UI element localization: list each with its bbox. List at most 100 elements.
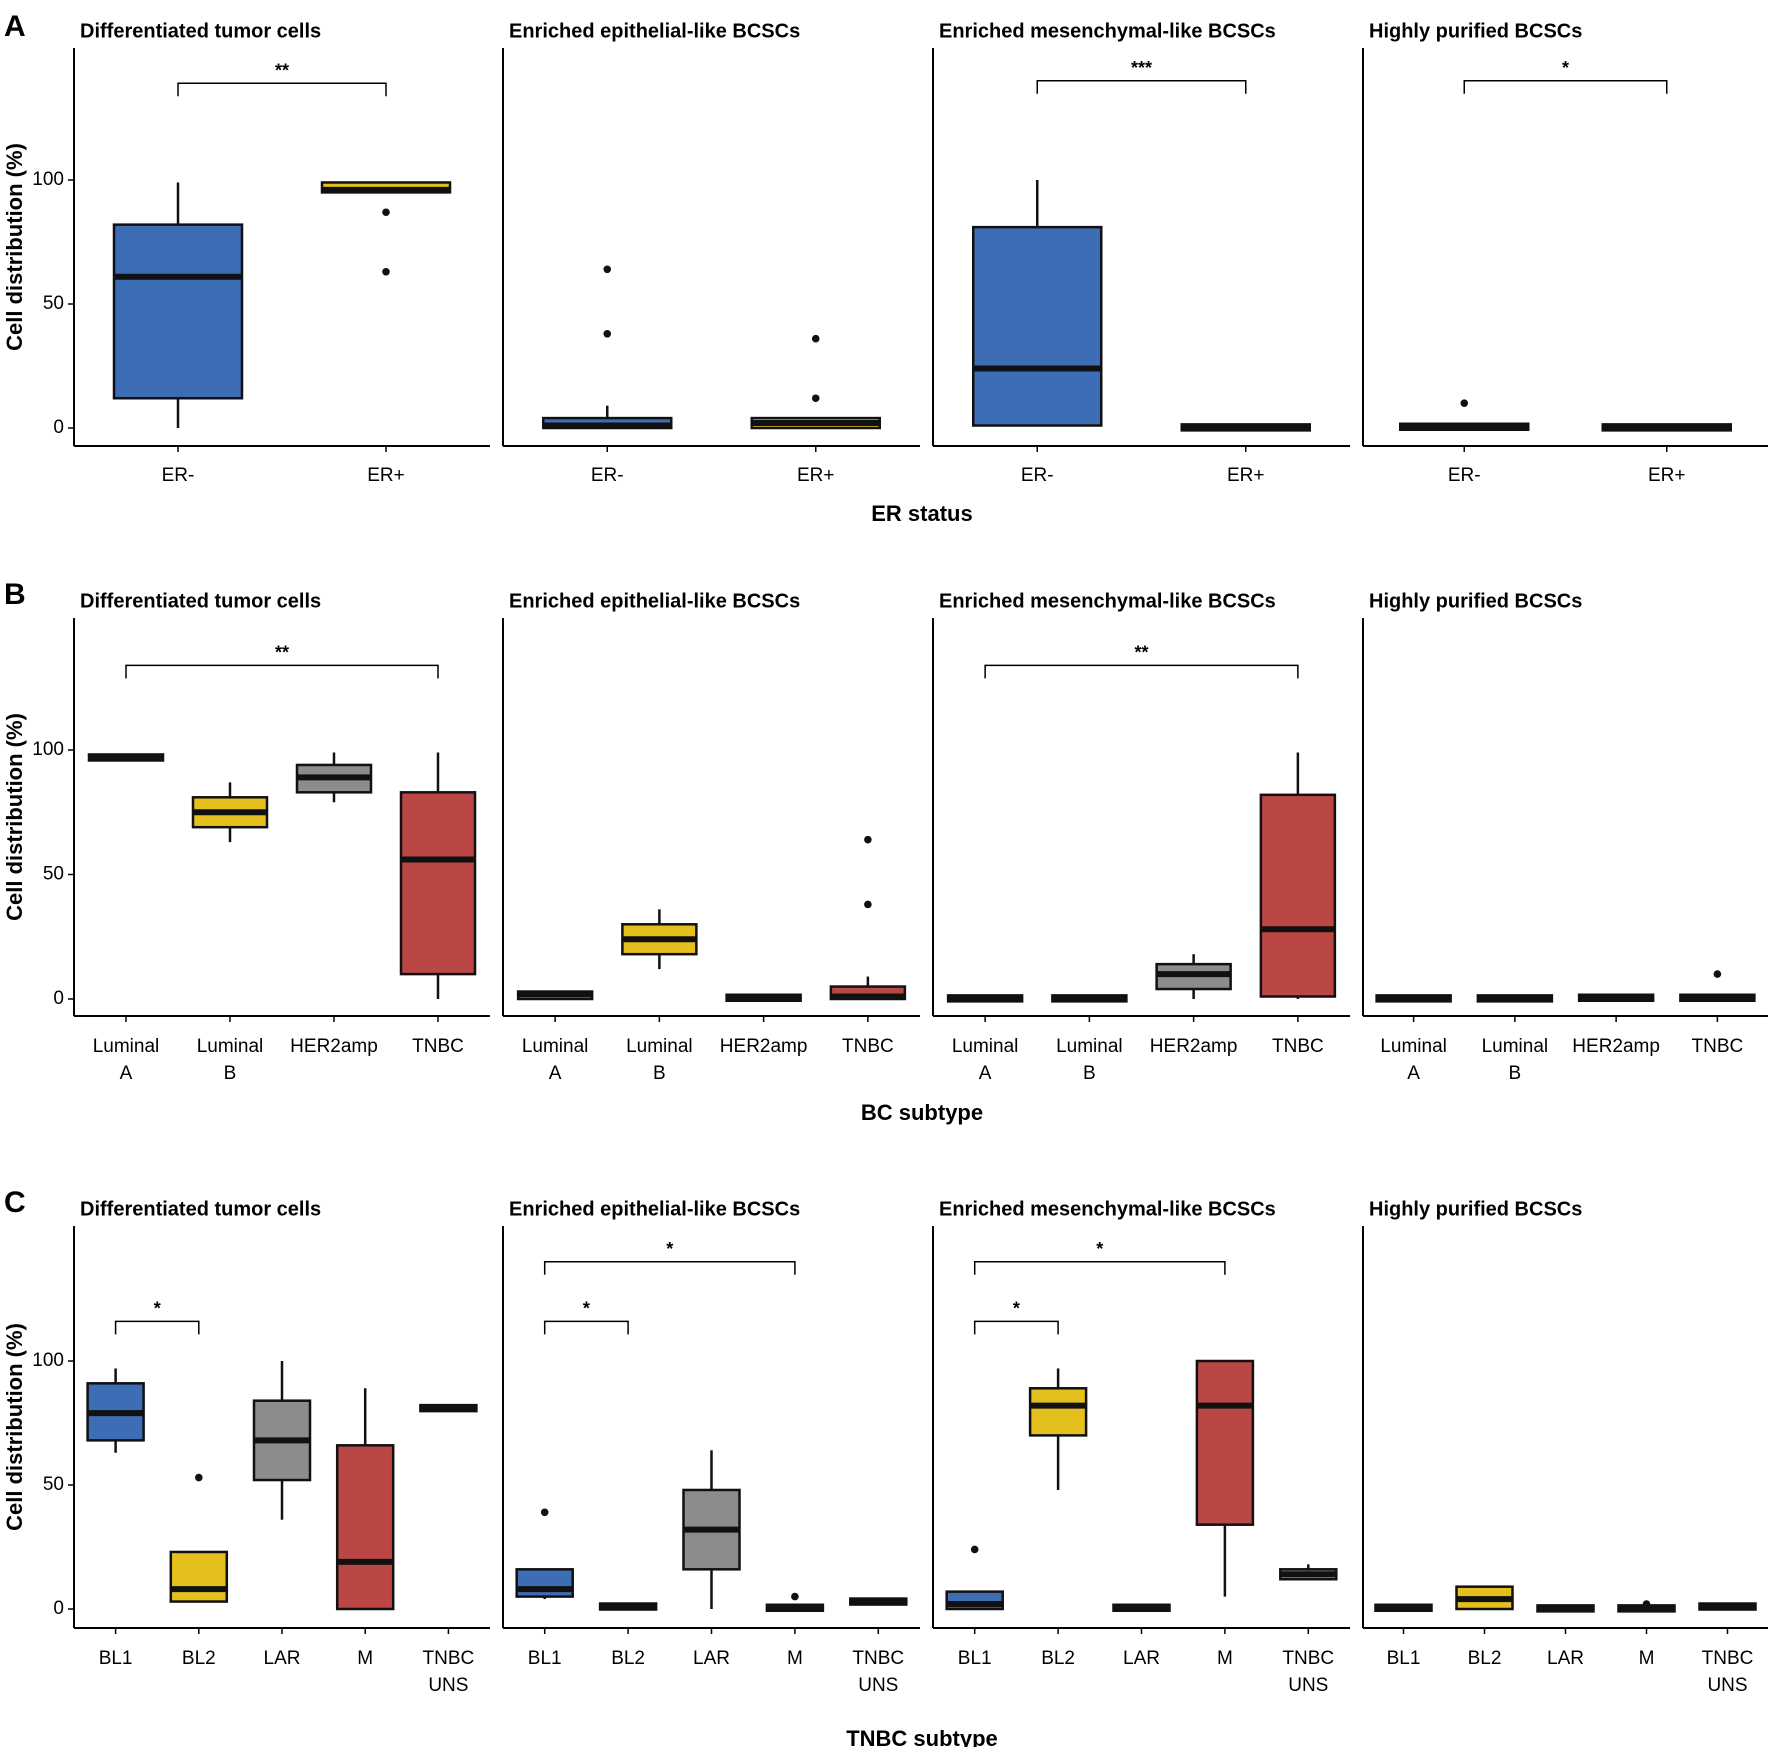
y-tick-label: 0	[53, 988, 64, 1009]
outlier-point	[791, 1592, 799, 1601]
box-A-3-1	[972, 180, 1103, 427]
panel-title: Enriched mesenchymal-like BCSCs	[939, 1198, 1276, 1220]
significance-label: *	[1096, 1239, 1103, 1259]
x-tick-label: M	[787, 1648, 803, 1669]
x-tick-label: Luminal	[952, 1036, 1019, 1057]
x-tick-label: BL1	[528, 1648, 562, 1669]
x-tick-label: Luminal	[197, 1036, 264, 1057]
panel-title: Highly purified BCSCs	[1369, 1198, 1582, 1220]
x-tick-label: BL2	[1468, 1648, 1502, 1669]
box-iqr	[1195, 1359, 1255, 1526]
panel-title: Differentiated tumor cells	[80, 1198, 321, 1220]
x-tick-label: LAR	[1547, 1648, 1584, 1669]
significance-bracket	[543, 1261, 796, 1275]
significance-label: ***	[1131, 58, 1152, 78]
x-tick-label: UNS	[1288, 1675, 1328, 1696]
box-C-4-1	[1374, 1603, 1433, 1613]
y-tick-label: 50	[43, 1474, 64, 1495]
x-tick-label: BL2	[182, 1648, 216, 1669]
box-C-4-3	[1536, 1604, 1595, 1613]
box-C-1-4	[335, 1388, 395, 1611]
box-B-1-4	[399, 752, 477, 999]
x-tick-label: ER+	[1648, 465, 1686, 486]
x-tick-label: UNS	[428, 1675, 468, 1696]
box-C-4-4	[1617, 1600, 1676, 1613]
y-tick-label: 50	[43, 864, 64, 885]
box-A-4-2	[1601, 423, 1732, 432]
outlier-point	[603, 329, 612, 338]
outlier-point	[195, 1473, 203, 1482]
x-tick-label: ER-	[1448, 465, 1481, 486]
x-axis-title: BC subtype	[861, 1100, 983, 1125]
x-tick-label: BL1	[1387, 1648, 1421, 1669]
box-C-4-5	[1698, 1602, 1757, 1611]
outlier-point	[864, 900, 872, 909]
y-tick-label: 0	[53, 1598, 64, 1619]
x-tick-label: Luminal	[93, 1036, 160, 1057]
box-A-1-2	[320, 181, 452, 276]
x-tick-label: BL1	[99, 1648, 133, 1669]
x-tick-label: LAR	[264, 1648, 301, 1669]
x-tick-label: BL2	[611, 1648, 645, 1669]
x-tick-label: ER-	[591, 465, 624, 486]
row-label-A: A	[4, 10, 26, 43]
y-axis-title: Cell distribution (%)	[2, 1323, 27, 1531]
x-tick-label: TNBC	[1702, 1648, 1754, 1669]
y-tick-label: 0	[53, 417, 64, 438]
x-tick-label: LAR	[693, 1648, 730, 1669]
box-C-1-1	[86, 1368, 145, 1453]
outlier-point	[603, 265, 612, 274]
y-axis-title: Cell distribution (%)	[2, 143, 27, 351]
y-tick-label: 100	[32, 739, 64, 760]
box-C-2-4	[765, 1592, 825, 1613]
x-tick-label: A	[549, 1063, 562, 1084]
x-tick-label: TNBC	[852, 1648, 904, 1669]
x-tick-label: ER-	[162, 465, 195, 486]
box-B-3-4	[1259, 752, 1337, 999]
x-tick-label: HER2amp	[1150, 1036, 1238, 1057]
significance-label: *	[154, 1298, 161, 1318]
box-C-1-2	[169, 1473, 229, 1603]
box-C-2-5	[849, 1597, 908, 1606]
y-tick-label: 100	[32, 1350, 64, 1371]
x-tick-label: ER-	[1021, 465, 1054, 486]
panel-title: Enriched epithelial-like BCSCs	[509, 590, 800, 612]
box-B-2-1	[516, 990, 594, 1001]
row-label-C: C	[4, 1186, 26, 1219]
x-tick-label: A	[120, 1063, 133, 1084]
box-C-2-1	[515, 1508, 574, 1600]
significance-label: **	[1134, 642, 1148, 662]
x-tick-label: M	[357, 1648, 373, 1669]
box-B-1-3	[295, 752, 373, 803]
x-tick-label: B	[224, 1063, 237, 1084]
significance-bracket	[1463, 80, 1668, 94]
x-tick-label: TNBC	[842, 1036, 894, 1057]
x-tick-label: TNBC	[1692, 1036, 1744, 1057]
panel-title: Differentiated tumor cells	[80, 590, 321, 612]
x-axis-title: ER status	[871, 501, 972, 526]
x-tick-label: BL2	[1041, 1648, 1075, 1669]
box-C-3-4	[1195, 1359, 1255, 1597]
x-tick-label: UNS	[858, 1675, 898, 1696]
x-tick-label: UNS	[1707, 1675, 1747, 1696]
panel-title: Enriched epithelial-like BCSCs	[509, 20, 800, 42]
box-iqr	[335, 1444, 395, 1611]
x-tick-label: TNBC	[423, 1648, 475, 1669]
significance-bracket	[1036, 80, 1247, 94]
outlier-point	[540, 1508, 549, 1517]
x-tick-label: A	[979, 1063, 992, 1084]
significance-label: **	[275, 642, 289, 662]
box-C-3-1	[945, 1545, 1004, 1611]
box-B-4-3	[1577, 993, 1655, 1003]
box-A-1-1	[112, 182, 244, 428]
x-tick-label: B	[653, 1063, 666, 1084]
box-B-2-4	[829, 835, 907, 1001]
box-C-3-2	[1028, 1368, 1088, 1490]
x-tick-label: Luminal	[522, 1036, 589, 1057]
x-tick-label: HER2amp	[720, 1036, 808, 1057]
significance-label: **	[275, 60, 289, 80]
box-C-1-3	[252, 1361, 312, 1520]
x-tick-label: ER+	[797, 465, 835, 486]
box-B-3-1	[946, 994, 1024, 1003]
